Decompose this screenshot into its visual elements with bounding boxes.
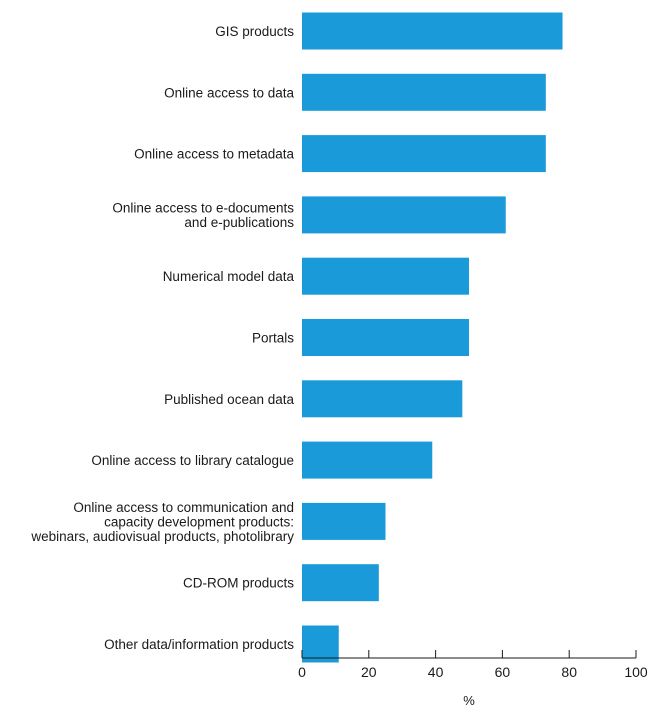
category-label: Portals	[252, 331, 294, 346]
category-label-line: and e-publications	[184, 215, 294, 230]
bar	[302, 73, 546, 111]
bar	[302, 135, 546, 173]
bar	[302, 196, 506, 234]
bar	[302, 319, 469, 356]
bar	[302, 564, 379, 602]
category-label-line: capacity development products:	[104, 514, 294, 529]
x-axis-ticks: 0 20 40 60 80 100	[298, 650, 648, 680]
category-label-line: Online access to data	[164, 85, 294, 100]
category-label-line: Published ocean data	[164, 392, 294, 407]
category-label-line: Online access to metadata	[134, 147, 294, 162]
x-axis: 0 20 40 60 80 100 %	[298, 650, 648, 708]
x-tick-label: 100	[624, 664, 648, 680]
category-label: Online access to library catalogue	[91, 453, 294, 468]
x-tick-label: 20	[361, 664, 377, 680]
category-label: CD-ROM products	[183, 576, 294, 591]
bar	[302, 625, 339, 663]
x-tick-label: 60	[495, 664, 511, 680]
bars-group	[302, 12, 563, 663]
bar	[302, 12, 563, 50]
x-tick-label: 40	[428, 664, 444, 680]
bar	[302, 257, 469, 295]
category-label-line: CD-ROM products	[183, 576, 294, 591]
category-label-line: Online access to library catalogue	[91, 453, 294, 468]
category-label: Online access to e-documents and e-public…	[112, 201, 294, 230]
category-label: Online access to metadata	[134, 147, 294, 162]
x-tick-label: 80	[561, 664, 577, 680]
category-labels: GIS products Online access to data Online …	[30, 24, 294, 652]
x-tick-label: 0	[298, 664, 306, 680]
category-label-line: Numerical model data	[163, 269, 295, 284]
category-label: Published ocean data	[164, 392, 294, 407]
category-label: Online access to data	[164, 85, 294, 100]
category-label: Numerical model data	[163, 269, 295, 284]
category-label-line: Online access to communication and	[73, 500, 294, 515]
bar	[302, 441, 433, 479]
category-label: GIS products	[215, 24, 294, 39]
category-label-line: Other data/information products	[104, 637, 294, 652]
category-label: Other data/information products	[104, 637, 294, 652]
bar	[302, 502, 386, 540]
x-axis-title: %	[463, 693, 475, 708]
category-label-line: Portals	[252, 331, 294, 346]
bar	[302, 380, 463, 418]
category-label-line: Online access to e-documents	[112, 201, 294, 216]
category-label-line: GIS products	[215, 24, 294, 39]
category-label-line: webinars, audiovisual products, photolib…	[30, 529, 294, 544]
category-label: Online access to communication and capaci…	[30, 500, 294, 544]
